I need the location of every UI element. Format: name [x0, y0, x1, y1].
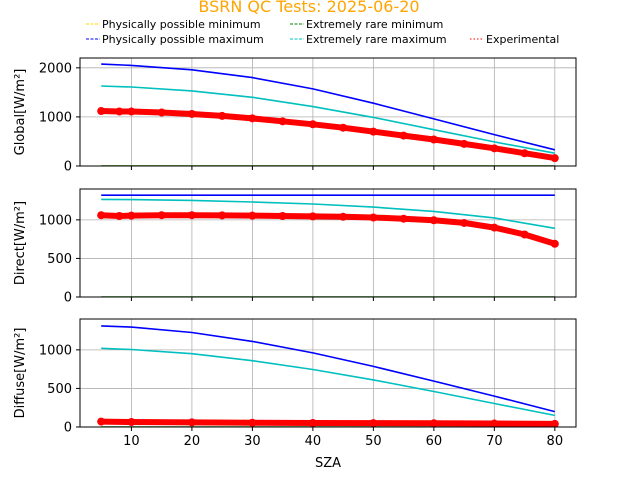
legend-item-extremely-rare-maximum: Extremely rare maximum: [290, 33, 447, 46]
direct-panel: 0 500 1000 Direct[W/m²]: [13, 188, 577, 306]
x-tick-label: 10: [123, 434, 140, 449]
data-point-experimental: [339, 123, 348, 132]
data-point-experimental: [157, 211, 166, 220]
y-axis-label: Direct[W/m²]: [13, 201, 28, 285]
y-axis-label: Global[W/m²]: [13, 69, 28, 156]
y-tick-label: 1000: [39, 110, 72, 125]
data-point-experimental: [460, 218, 469, 227]
data-point-experimental: [248, 114, 257, 123]
legend-label: Physically possible minimum: [102, 18, 261, 31]
data-point-experimental: [429, 419, 438, 427]
y-tick-label: 1000: [39, 213, 72, 228]
chart-title: BSRN QC Tests: 2025-06-20: [198, 0, 419, 16]
series-line-physically-possible-maximum: [101, 63, 555, 151]
data-point-experimental: [490, 144, 499, 153]
x-tick-label: 70: [486, 434, 503, 449]
series-line-extremely-rare-maximum: [101, 198, 555, 230]
axes-frame: [79, 57, 577, 167]
data-point-experimental: [369, 127, 378, 136]
data-point-experimental: [278, 117, 287, 126]
data-point-experimental: [115, 212, 124, 220]
data-point-experimental: [97, 417, 106, 426]
data-point-experimental: [278, 212, 287, 220]
x-tick-label: 40: [305, 434, 322, 449]
data-point-experimental: [399, 131, 408, 140]
data-point-experimental: [429, 216, 438, 225]
data-point-experimental: [97, 211, 106, 220]
x-axis-label: SZA: [315, 456, 341, 471]
data-point-experimental: [218, 111, 227, 120]
series-line-physically-possible-maximum: [101, 325, 555, 413]
axes-frame: [79, 188, 577, 298]
y-tick-label: 500: [47, 382, 72, 397]
data-point-experimental: [490, 223, 499, 232]
data-point-experimental: [127, 211, 136, 220]
legend-label: Extremely rare minimum: [306, 18, 443, 31]
y-tick-label: 500: [47, 252, 72, 267]
series-group: [97, 63, 559, 166]
data-point-experimental: [97, 107, 106, 116]
data-point-experimental: [339, 212, 348, 221]
y-tick-label: 0: [64, 421, 72, 436]
series-line-experimental: [98, 108, 558, 162]
data-point-experimental: [308, 212, 317, 221]
legend-item-extremely-rare-minimum: Extremely rare minimum: [290, 18, 443, 31]
data-point-experimental: [550, 154, 559, 163]
global-panel: 0 1000 2000 Global[W/m²]: [13, 57, 577, 175]
x-tick-label: 30: [244, 434, 261, 449]
y-tick-label: 2000: [39, 61, 72, 76]
data-point-experimental: [218, 211, 227, 220]
data-point-experimental: [248, 418, 257, 427]
data-point-experimental: [550, 239, 559, 248]
diffuse-panel: 10 20 30 40 50 60 70 80 0 500 1000 Diffuse[W/m²] SZA: [13, 318, 577, 471]
series-line-extremely-rare-maximum: [101, 85, 555, 154]
data-point-experimental: [308, 120, 317, 129]
x-tick-label: 80: [547, 434, 564, 449]
y-tick-label: 0: [64, 160, 72, 175]
data-point-experimental: [115, 107, 124, 116]
data-point-experimental: [187, 109, 196, 118]
legend-item-physically-possible-maximum: Physically possible maximum: [86, 33, 264, 46]
y-tick-label: 0: [64, 291, 72, 306]
panels: 010002000Global[W/m²]05001000Direct[W/m²…: [13, 57, 577, 471]
data-point-experimental: [187, 418, 196, 427]
data-point-experimental: [369, 419, 378, 427]
legend-label: Physically possible maximum: [102, 33, 264, 46]
data-point-experimental: [369, 213, 378, 222]
data-point-experimental: [429, 135, 438, 144]
axes-frame: [79, 318, 577, 428]
series-line-extremely-rare-maximum: [101, 347, 555, 417]
series-group: [97, 325, 559, 427]
x-tick-label: 50: [365, 434, 382, 449]
data-point-experimental: [127, 417, 136, 426]
y-axis-label: Diffuse[W/m²]: [13, 328, 28, 419]
legend: Physically possible minimum Physically po…: [86, 18, 559, 46]
x-tick-label: 20: [184, 434, 201, 449]
data-point-experimental: [187, 211, 196, 220]
data-point-experimental: [127, 107, 136, 116]
data-point-experimental: [550, 419, 559, 427]
x-tick-label: 60: [426, 434, 443, 449]
data-point-experimental: [520, 230, 529, 239]
legend-item-experimental: Experimental: [470, 33, 559, 46]
series-group: [97, 194, 559, 297]
y-tick-label: 1000: [39, 343, 72, 358]
data-point-experimental: [490, 419, 499, 427]
data-point-experimental: [399, 214, 408, 223]
series-line-experimental: [98, 418, 558, 427]
legend-label: Experimental: [486, 33, 559, 46]
data-point-experimental: [520, 149, 529, 158]
data-point-experimental: [308, 418, 317, 427]
data-point-experimental: [460, 139, 469, 148]
legend-item-physically-possible-minimum: Physically possible minimum: [86, 18, 261, 31]
data-point-experimental: [157, 108, 166, 117]
legend-label: Extremely rare maximum: [306, 33, 447, 46]
data-point-experimental: [248, 211, 257, 220]
